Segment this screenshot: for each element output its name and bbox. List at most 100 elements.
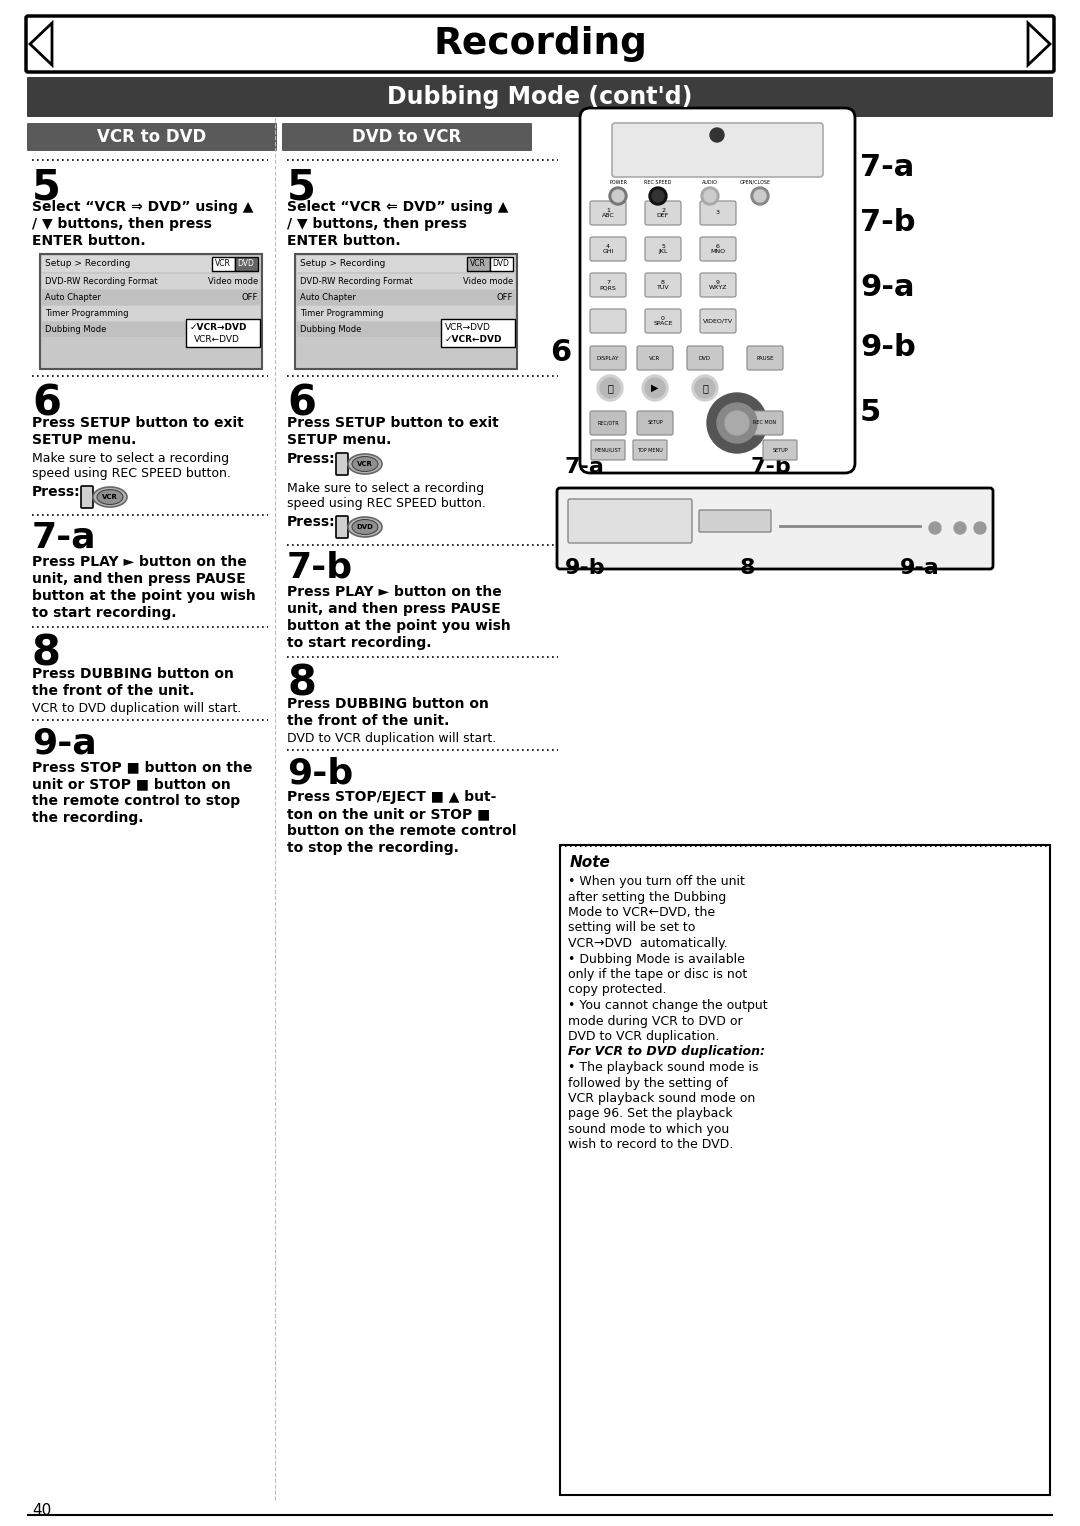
FancyBboxPatch shape [336, 453, 348, 475]
Text: VCR: VCR [215, 259, 231, 269]
Text: speed using REC SPEED button.: speed using REC SPEED button. [287, 497, 486, 510]
Text: 6
MNO: 6 MNO [711, 244, 726, 255]
Text: VCR to DVD: VCR to DVD [97, 128, 206, 146]
FancyBboxPatch shape [42, 275, 260, 288]
Circle shape [642, 375, 669, 401]
FancyBboxPatch shape [212, 256, 234, 270]
FancyBboxPatch shape [700, 273, 735, 298]
Circle shape [600, 378, 620, 398]
FancyBboxPatch shape [590, 410, 626, 435]
Text: Select “VCR ⇐ DVD” using ▲: Select “VCR ⇐ DVD” using ▲ [287, 200, 509, 214]
Text: • You cannot change the output: • You cannot change the output [568, 1000, 768, 1012]
Text: 4
GHI: 4 GHI [603, 244, 613, 255]
Text: 7-b: 7-b [287, 551, 353, 584]
Text: sound mode to which you: sound mode to which you [568, 1123, 729, 1135]
Circle shape [652, 191, 664, 201]
Text: ▶: ▶ [651, 383, 659, 394]
Text: DVD to VCR duplication.: DVD to VCR duplication. [568, 1030, 719, 1042]
Text: Note: Note [570, 855, 611, 870]
Circle shape [649, 188, 667, 204]
Text: Timer Programming: Timer Programming [45, 308, 129, 317]
Text: Auto Chapter: Auto Chapter [45, 293, 100, 302]
Text: 8: 8 [32, 633, 60, 674]
Text: Dubbing Mode (cont'd): Dubbing Mode (cont'd) [388, 85, 692, 108]
Text: 5: 5 [32, 166, 60, 208]
Ellipse shape [93, 487, 127, 507]
Text: the remote control to stop: the remote control to stop [32, 794, 240, 807]
Text: For VCR to DVD duplication:: For VCR to DVD duplication: [568, 1045, 765, 1059]
Ellipse shape [348, 517, 382, 537]
Text: DISPLAY: DISPLAY [597, 356, 619, 360]
FancyBboxPatch shape [40, 253, 262, 369]
Circle shape [725, 410, 750, 435]
Text: Setup > Recording: Setup > Recording [45, 259, 131, 269]
Text: TOP MENU: TOP MENU [637, 447, 663, 453]
Text: page 96. Set the playback: page 96. Set the playback [568, 1108, 732, 1120]
FancyBboxPatch shape [590, 237, 626, 261]
Text: Press DUBBING button on: Press DUBBING button on [32, 667, 234, 681]
Text: • Dubbing Mode is available: • Dubbing Mode is available [568, 952, 745, 966]
Polygon shape [1028, 23, 1050, 66]
Text: unit, and then press PAUSE: unit, and then press PAUSE [287, 601, 501, 617]
FancyBboxPatch shape [747, 410, 783, 435]
Text: Video mode: Video mode [207, 278, 258, 285]
FancyBboxPatch shape [568, 499, 692, 543]
Text: to start recording.: to start recording. [32, 606, 176, 620]
Text: VCR: VCR [357, 461, 373, 467]
Text: PAUSE: PAUSE [756, 356, 773, 360]
Text: VCR playback sound mode on: VCR playback sound mode on [568, 1093, 755, 1105]
Text: button at the point you wish: button at the point you wish [287, 620, 511, 633]
Text: Press STOP/EJECT ■ ▲ but-: Press STOP/EJECT ■ ▲ but- [287, 790, 497, 804]
Text: ✓VCR←DVD: ✓VCR←DVD [445, 334, 502, 343]
FancyBboxPatch shape [441, 319, 515, 346]
Text: the recording.: the recording. [32, 810, 144, 826]
Text: copy protected.: copy protected. [568, 983, 666, 996]
FancyBboxPatch shape [42, 256, 260, 272]
Text: 5
JKL: 5 JKL [658, 244, 667, 255]
Text: 9-b: 9-b [565, 559, 606, 578]
Text: OFF: OFF [242, 293, 258, 302]
Text: after setting the Dubbing: after setting the Dubbing [568, 891, 726, 903]
Circle shape [751, 188, 769, 204]
Text: 9-a: 9-a [860, 273, 915, 302]
FancyBboxPatch shape [590, 308, 626, 333]
Circle shape [609, 188, 627, 204]
Text: REC SPEED: REC SPEED [645, 180, 672, 185]
Text: AUDIO: AUDIO [702, 180, 718, 185]
Text: 2
DEF: 2 DEF [657, 208, 670, 218]
FancyBboxPatch shape [27, 124, 276, 151]
Ellipse shape [352, 519, 378, 534]
Ellipse shape [348, 455, 382, 475]
Text: POWER: POWER [609, 180, 627, 185]
FancyBboxPatch shape [295, 253, 517, 369]
Text: DVD-RW Recording Format: DVD-RW Recording Format [45, 278, 158, 285]
FancyBboxPatch shape [700, 201, 735, 224]
Text: VCR: VCR [470, 259, 486, 269]
Text: Press SETUP button to exit: Press SETUP button to exit [287, 417, 499, 430]
Circle shape [954, 522, 966, 534]
Text: setting will be set to: setting will be set to [568, 922, 696, 934]
FancyBboxPatch shape [762, 439, 797, 459]
FancyBboxPatch shape [700, 308, 735, 333]
Text: 7-a: 7-a [32, 520, 96, 555]
Text: 7-b: 7-b [750, 456, 791, 478]
Text: the front of the unit.: the front of the unit. [287, 714, 449, 728]
FancyBboxPatch shape [557, 488, 993, 569]
FancyBboxPatch shape [467, 256, 489, 270]
FancyBboxPatch shape [297, 256, 515, 272]
Circle shape [707, 394, 767, 453]
Text: button on the remote control: button on the remote control [287, 824, 516, 838]
FancyBboxPatch shape [42, 307, 260, 320]
Text: 40: 40 [32, 1503, 51, 1518]
FancyBboxPatch shape [645, 201, 681, 224]
Text: Press:: Press: [32, 485, 81, 499]
FancyBboxPatch shape [699, 510, 771, 533]
FancyBboxPatch shape [645, 273, 681, 298]
FancyBboxPatch shape [590, 201, 626, 224]
FancyBboxPatch shape [81, 485, 93, 508]
Text: VCR→DVD  automatically.: VCR→DVD automatically. [568, 937, 728, 951]
FancyBboxPatch shape [42, 290, 260, 305]
Text: 3: 3 [716, 211, 720, 215]
Text: Timer Programming: Timer Programming [300, 308, 383, 317]
FancyBboxPatch shape [687, 346, 723, 369]
